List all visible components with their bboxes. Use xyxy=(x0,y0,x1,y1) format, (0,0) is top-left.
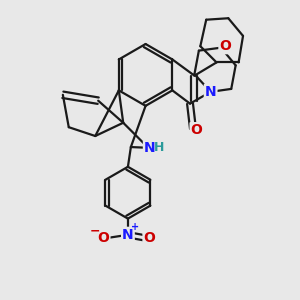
Text: N: N xyxy=(205,85,216,99)
Text: −: − xyxy=(89,225,100,238)
Text: N: N xyxy=(144,141,155,155)
Text: N: N xyxy=(122,228,134,242)
Text: H: H xyxy=(154,141,165,154)
Text: O: O xyxy=(98,231,110,245)
Text: O: O xyxy=(219,39,231,53)
Text: O: O xyxy=(190,123,202,137)
Text: O: O xyxy=(143,231,155,245)
Text: +: + xyxy=(131,222,139,233)
